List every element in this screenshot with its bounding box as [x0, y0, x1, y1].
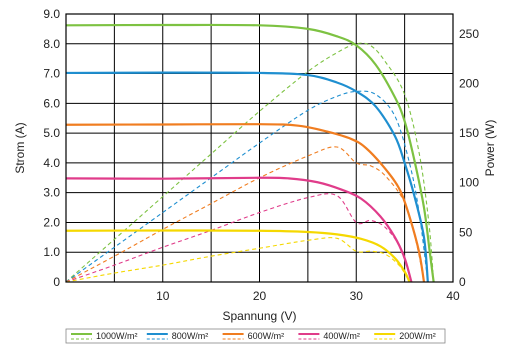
legend: 1000W/m² 800W/m² 600W/m² 400W/m² 200W/m² [65, 328, 446, 344]
x-axis-label: Spannung (V) [222, 309, 296, 323]
power-curve-1 [65, 90, 429, 283]
right-axis-ticks: 0 50 100 150 200 250 [459, 27, 479, 289]
y-right-tick-label: 200 [459, 76, 479, 90]
y-right-tick-label: 100 [459, 176, 479, 190]
y-left-tick-label: 8.0 [43, 37, 60, 51]
y-right-tick-label: 150 [459, 126, 479, 140]
left-axis-ticks: 0 1.0 2.0 3.0 4.0 5.0 6.0 7.0 8.0 9.0 [43, 7, 60, 289]
current-curve-1 [65, 71, 429, 283]
y-left-tick-label: 3.0 [43, 186, 60, 200]
power-curve-2 [65, 146, 425, 283]
x-tick-label: 40 [446, 289, 460, 303]
x-tick-label: 10 [156, 289, 170, 303]
y-left-tick-label: 6.0 [43, 96, 60, 110]
current-curve-3 [65, 176, 413, 283]
power-curve-0 [65, 42, 435, 283]
legend-label: 800W/m² [172, 331, 209, 341]
x-tick-label: 30 [350, 289, 364, 303]
legend-label: 600W/m² [248, 331, 285, 341]
x-tick-label: 20 [253, 289, 267, 303]
y-left-tick-label: 7.0 [43, 67, 60, 81]
legend-box [65, 328, 446, 344]
y-axis-label-right: Power (W) [483, 120, 497, 177]
grid [66, 14, 453, 282]
y-left-tick-label: 1.0 [43, 245, 60, 259]
y-right-tick-label: 250 [459, 27, 479, 41]
plot-frame [65, 13, 454, 283]
current-curve-0 [65, 23, 435, 283]
y-right-tick-label: 50 [459, 225, 473, 239]
power-curve-4 [65, 237, 410, 283]
legend-label: 400W/m² [323, 331, 360, 341]
y-left-tick-label: 9.0 [43, 7, 60, 21]
y-right-tick-label: 0 [459, 275, 466, 289]
x-axis-ticks: 10 20 30 40 [156, 289, 460, 303]
legend-label: 200W/m² [399, 331, 436, 341]
y-left-tick-label: 4.0 [43, 156, 60, 170]
current-curve-4 [65, 229, 411, 283]
current-curve-2 [65, 123, 426, 283]
legend-label: 1000W/m² [96, 331, 138, 341]
y-left-tick-label: 0 [53, 275, 60, 289]
power-curve-3 [65, 193, 412, 283]
y-left-tick-label: 5.0 [43, 126, 60, 140]
series-curves [65, 23, 435, 283]
y-axis-label-left: Strom (A) [13, 122, 27, 173]
y-left-tick-label: 2.0 [43, 215, 60, 229]
